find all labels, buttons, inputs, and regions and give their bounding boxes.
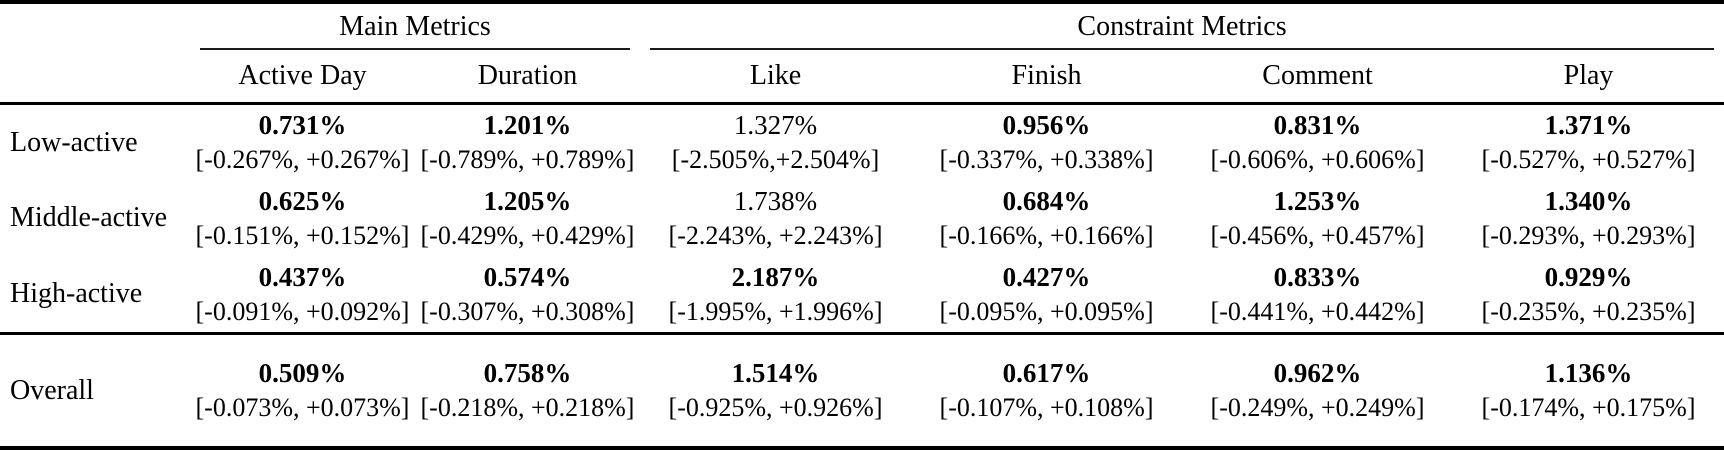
cell-high-active-day: 0.437% [-0.091%, +0.092%] <box>190 257 415 334</box>
cell-ci: [-0.307%, +0.308%] <box>420 296 635 326</box>
col-header-finish: Finish <box>911 50 1183 105</box>
cell-high-duration: 0.574% [-0.307%, +0.308%] <box>415 257 640 334</box>
cell-value: 1.340% <box>1544 185 1633 216</box>
table-row-low-active: Low-active 0.731% [-0.267%, +0.267%] 1.2… <box>0 104 1724 181</box>
stub-cell <box>0 50 190 105</box>
cell-ci: [-0.091%, +0.092%] <box>195 296 410 326</box>
cell-value: 1.201% <box>483 110 572 141</box>
column-header-row: Active Day Duration Like Finish Comment … <box>0 50 1724 105</box>
cell-value: 0.831% <box>1273 110 1362 141</box>
column-group-header-row: Main Metrics Constraint Metrics <box>0 2 1724 50</box>
cell-ci: [-0.337%, +0.338%] <box>939 145 1154 175</box>
cell-value: 1.205% <box>483 185 572 216</box>
cell-ci: [-2.243%, +2.243%] <box>668 220 883 250</box>
table-row-middle-active: Middle-active 0.625% [-0.151%, +0.152%] … <box>0 180 1724 257</box>
cell-low-comment: 0.831% [-0.606%, +0.606%] <box>1182 104 1453 181</box>
cell-value: 0.617% <box>1002 358 1091 388</box>
group-header-constraint-metrics: Constraint Metrics <box>640 2 1724 50</box>
cell-overall-play: 1.136% [-0.174%, +0.175%] <box>1453 332 1724 448</box>
cell-middle-finish: 0.684% [-0.166%, +0.166%] <box>911 180 1182 257</box>
cell-ci: [-0.789%, +0.789%] <box>420 145 635 175</box>
cell-overall-active-day: 0.509% [-0.073%, +0.073%] <box>190 332 415 448</box>
cell-value: 0.684% <box>1002 185 1091 216</box>
cell-high-comment: 0.833% [-0.441%, +0.442%] <box>1182 257 1453 334</box>
cell-ci: [-2.505%,+2.504%] <box>671 145 880 175</box>
cell-ci: [-0.073%, +0.073%] <box>195 393 410 422</box>
cell-value: 0.929% <box>1544 261 1633 292</box>
cell-value: 0.731% <box>258 110 347 141</box>
stub-cell <box>0 2 190 50</box>
cell-value: 1.514% <box>731 358 820 388</box>
cell-ci: [-0.218%, +0.218%] <box>420 393 635 422</box>
cell-ci: [-0.293%, +0.293%] <box>1481 220 1696 250</box>
cell-ci: [-0.249%, +0.249%] <box>1210 393 1425 422</box>
cell-high-like: 2.187% [-1.995%, +1.996%] <box>640 257 911 334</box>
cell-middle-like: 1.738% [-2.243%, +2.243%] <box>640 180 911 257</box>
cell-value: 0.625% <box>258 185 347 216</box>
row-label-high-active: High-active <box>10 278 143 310</box>
cell-value: 1.136% <box>1544 358 1633 388</box>
cell-ci: [-0.527%, +0.527%] <box>1481 145 1696 175</box>
cell-value: 1.253% <box>1273 185 1362 216</box>
cell-value: 0.437% <box>258 261 347 292</box>
row-label-middle-active: Middle-active <box>10 202 168 234</box>
cell-ci: [-0.107%, +0.108%] <box>939 393 1154 422</box>
cell-value: 1.738% <box>733 185 818 216</box>
cell-value: 0.574% <box>483 261 572 292</box>
cell-middle-comment: 1.253% [-0.456%, +0.457%] <box>1182 180 1453 257</box>
col-header-comment: Comment <box>1182 50 1454 105</box>
cell-high-finish: 0.427% [-0.095%, +0.095%] <box>911 257 1182 334</box>
cell-ci: [-0.606%, +0.606%] <box>1210 145 1425 175</box>
cell-value: 0.509% <box>258 358 347 388</box>
cell-value: 0.427% <box>1002 261 1091 292</box>
cell-middle-duration: 1.205% [-0.429%, +0.429%] <box>415 180 640 257</box>
cell-value: 0.758% <box>483 358 572 388</box>
cell-low-like: 1.327% [-2.505%,+2.504%] <box>640 104 911 181</box>
cell-overall-like: 1.514% [-0.925%, +0.926%] <box>640 332 912 448</box>
cell-overall-finish: 0.617% [-0.107%, +0.108%] <box>911 332 1183 448</box>
group-header-main-metrics: Main Metrics <box>190 2 640 50</box>
cell-value: 0.833% <box>1273 261 1362 292</box>
cell-ci: [-0.151%, +0.152%] <box>195 220 410 250</box>
col-header-like: Like <box>640 50 912 105</box>
cell-ci: [-0.267%, +0.267%] <box>195 145 410 175</box>
cell-overall-comment: 0.962% [-0.249%, +0.249%] <box>1182 332 1454 448</box>
col-header-play: Play <box>1453 50 1724 105</box>
cell-low-play: 1.371% [-0.527%, +0.527%] <box>1453 104 1724 181</box>
cell-ci: [-0.456%, +0.457%] <box>1210 220 1425 250</box>
cell-overall-duration: 0.758% [-0.218%, +0.218%] <box>415 332 641 448</box>
cell-ci: [-0.095%, +0.095%] <box>939 296 1154 326</box>
col-header-active-day: Active Day <box>190 50 415 105</box>
col-header-duration: Duration <box>415 50 641 105</box>
cell-value: 0.956% <box>1002 110 1091 141</box>
cell-ci: [-0.925%, +0.926%] <box>668 393 883 422</box>
cell-high-play: 0.929% [-0.235%, +0.235%] <box>1453 257 1724 334</box>
cell-middle-active-day: 0.625% [-0.151%, +0.152%] <box>190 180 415 257</box>
row-label-low-active: Low-active <box>10 126 138 158</box>
cell-ci: [-1.995%, +1.996%] <box>668 296 883 326</box>
cell-value: 1.371% <box>1544 110 1633 141</box>
row-label-overall: Overall <box>0 332 190 448</box>
table-row-high-active: High-active 0.437% [-0.091%, +0.092%] 0.… <box>0 257 1724 334</box>
cell-ci: [-0.166%, +0.166%] <box>939 220 1154 250</box>
cell-low-finish: 0.956% [-0.337%, +0.338%] <box>911 104 1182 181</box>
cell-ci: [-0.429%, +0.429%] <box>420 220 635 250</box>
cell-middle-play: 1.340% [-0.293%, +0.293%] <box>1453 180 1724 257</box>
cell-value: 0.962% <box>1273 358 1362 388</box>
cell-low-duration: 1.201% [-0.789%, +0.789%] <box>415 104 640 181</box>
cell-low-active-day: 0.731% [-0.267%, +0.267%] <box>190 104 415 181</box>
cell-ci: [-0.235%, +0.235%] <box>1481 296 1696 326</box>
cell-value: 1.327% <box>733 110 818 141</box>
cell-ci: [-0.174%, +0.175%] <box>1481 393 1696 422</box>
cell-ci: [-0.441%, +0.442%] <box>1210 296 1425 326</box>
cell-value: 2.187% <box>731 261 820 292</box>
table-row-overall: Overall 0.509% [-0.073%, +0.073%] 0.758%… <box>0 332 1724 448</box>
